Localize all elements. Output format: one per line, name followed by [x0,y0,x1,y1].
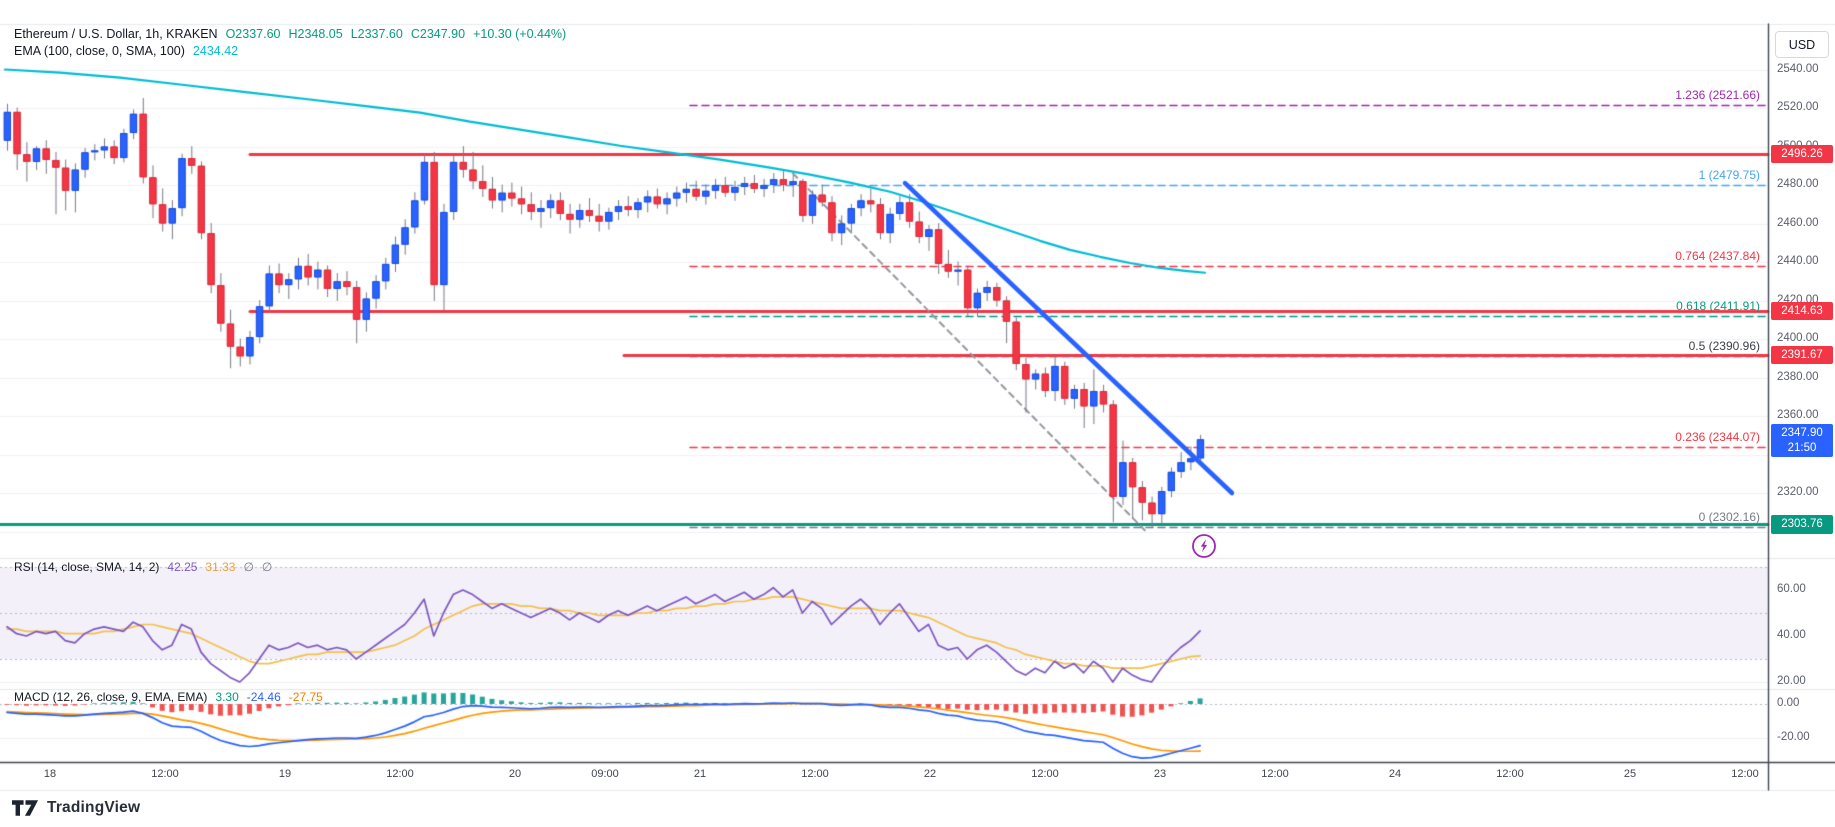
symbol-title: Ethereum / U.S. Dollar, 1h, KRAKEN [14,27,218,41]
ohlc-open: O2337.60 [225,27,281,41]
ohlc-change: +10.30 (+0.44%) [473,27,567,41]
macd-value: -24.46 [246,690,281,704]
currency-button[interactable]: USD [1775,31,1829,58]
macd-hist-value: 3.30 [215,690,239,704]
macd-legend[interactable]: MACD (12, 26, close, 9, EMA, EMA) 3.30 -… [14,690,323,704]
rsi-null-2: ∅ [261,560,273,574]
tradingview-logo[interactable]: TradingView [12,799,140,817]
macd-signal-value: -27.75 [288,690,323,704]
ohlc-close: C2347.90 [410,27,466,41]
ohlc-low: L2337.60 [350,27,403,41]
tradingview-logo-text: TradingView [47,799,141,816]
ema-label: EMA (100, close, 0, SMA, 100) [14,44,185,58]
macd-label: MACD (12, 26, close, 9, EMA, EMA) [14,690,208,704]
rsi-label: RSI (14, close, SMA, 14, 2) [14,560,160,574]
rsi-value: 42.25 [167,560,198,574]
ohlc-high: H2348.05 [288,27,343,41]
lightning-marker-icon[interactable] [1191,533,1217,559]
rsi-ma-value: 31.33 [205,560,236,574]
ema-value: 2434.42 [192,44,239,58]
ema-legend[interactable]: EMA (100, close, 0, SMA, 100) 2434.42 [14,44,238,58]
rsi-legend[interactable]: RSI (14, close, SMA, 14, 2) 42.25 31.33 … [14,560,272,574]
symbol-legend[interactable]: Ethereum / U.S. Dollar, 1h, KRAKEN O2337… [14,27,566,41]
rsi-null-1: ∅ [243,560,254,574]
tradingview-logo-icon [12,800,39,816]
